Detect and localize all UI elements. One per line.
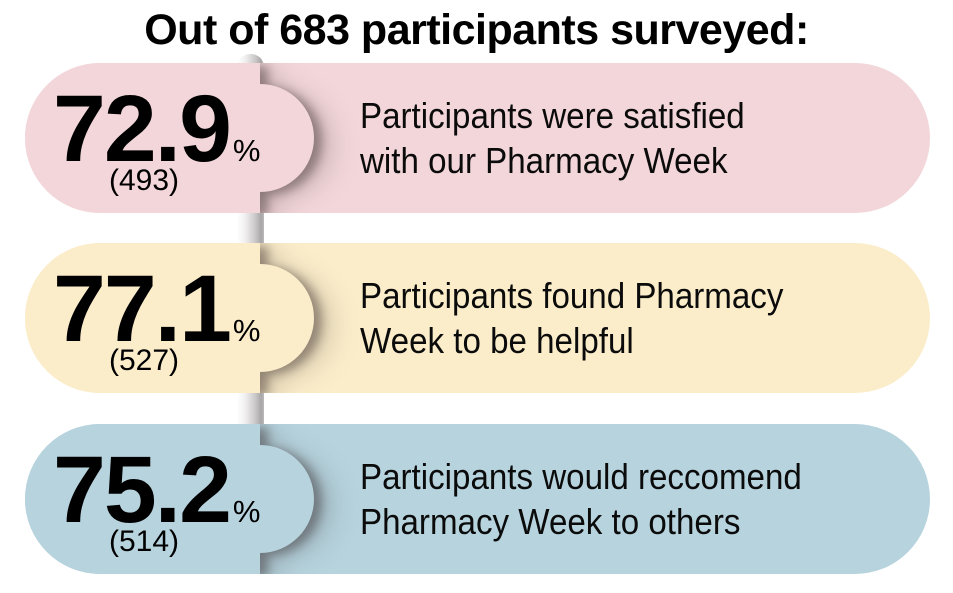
- stat-count: (493): [108, 164, 180, 197]
- stat-description-line: Pharmacy Week to others: [360, 501, 741, 542]
- stat-card-helpful: 77.1% (527) Participants found Pharmacy …: [25, 243, 930, 393]
- stat-card-recommend: 75.2% (514) Participants would reccomend…: [25, 424, 930, 574]
- stat-card-satisfied: 72.9% (493) Participants were satisfied …: [25, 63, 930, 213]
- stat-percent-block: 75.2% (514): [53, 443, 261, 557]
- stat-count: (527): [108, 344, 180, 377]
- percent-sign: %: [232, 494, 261, 529]
- infographic-title: Out of 683 participants surveyed:: [144, 6, 809, 54]
- stat-description: Participants found Pharmacy Week to be h…: [360, 273, 783, 363]
- stat-description-line: Participants were satisfied: [360, 95, 745, 136]
- stat-count: (514): [108, 525, 180, 558]
- stat-description: Participants were satisfied with our Pha…: [360, 93, 745, 183]
- stat-percent-block: 72.9% (493): [53, 82, 261, 196]
- stat-description-line: Participants would reccomend: [360, 456, 802, 497]
- stat-description: Participants would reccomend Pharmacy We…: [360, 454, 802, 544]
- percent-sign: %: [232, 133, 261, 168]
- percent-sign: %: [232, 313, 261, 348]
- stat-percent-block: 77.1% (527): [53, 262, 261, 376]
- stat-description-line: with our Pharmacy Week: [360, 140, 728, 181]
- stat-description-line: Participants found Pharmacy: [360, 275, 784, 316]
- stat-description-line: Week to be helpful: [360, 320, 634, 361]
